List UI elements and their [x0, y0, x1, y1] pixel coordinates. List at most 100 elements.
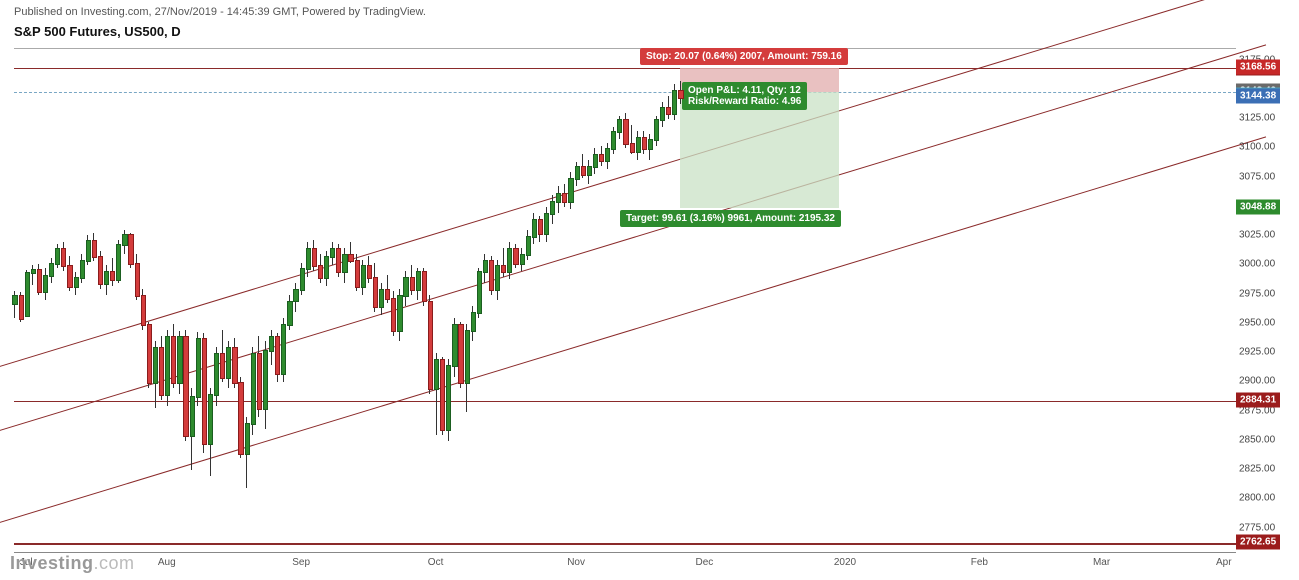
candle-body	[183, 336, 188, 437]
candle-body	[361, 265, 366, 288]
candle-body	[159, 347, 164, 396]
candle-body	[220, 353, 225, 378]
position-info-label: Open P&L: 4.11, Qty: 12Risk/Reward Ratio…	[682, 82, 807, 110]
candle-body	[330, 248, 335, 258]
candle-body	[104, 271, 109, 285]
y-tick-label: 2850.00	[1239, 434, 1275, 445]
candle-body	[452, 324, 457, 367]
y-tick-label: 2800.00	[1239, 493, 1275, 504]
x-tick-label: 2020	[834, 557, 856, 568]
published-caption: Published on Investing.com, 27/Nov/2019 …	[14, 6, 1285, 18]
x-axis: JulAugSepOctNovDec2020FebMarApr	[14, 555, 1236, 575]
candle-body	[501, 265, 506, 273]
candle-body	[312, 248, 317, 268]
price-tag: 3168.56	[1236, 60, 1280, 75]
candle-body	[599, 154, 604, 162]
candle-body	[202, 338, 207, 445]
candle-body	[391, 298, 396, 332]
candle-body	[648, 139, 653, 150]
candle-body	[562, 193, 567, 203]
horizontal-line	[14, 92, 1236, 93]
candle-body	[275, 336, 280, 375]
candle-body	[342, 254, 347, 274]
target-label: Target: 99.61 (3.16%) 9961, Amount: 2195…	[620, 210, 841, 227]
candle-body	[336, 248, 341, 273]
y-tick-label: 2775.00	[1239, 522, 1275, 533]
y-tick-label: 3125.00	[1239, 113, 1275, 124]
stop-label: Stop: 20.07 (0.64%) 2007, Amount: 759.16	[640, 48, 848, 65]
candle-body	[397, 295, 402, 332]
candle-body	[281, 324, 286, 375]
x-tick-label: Feb	[971, 557, 988, 568]
candle-body	[287, 301, 292, 326]
y-tick-label: 2950.00	[1239, 317, 1275, 328]
candle-body	[495, 265, 500, 290]
y-tick-label: 3075.00	[1239, 171, 1275, 182]
candle-body	[232, 347, 237, 384]
candle-body	[74, 277, 79, 288]
candle-body	[208, 394, 213, 445]
candle-body	[605, 148, 610, 162]
candle-body	[556, 193, 561, 203]
candle-body	[318, 265, 323, 279]
candle-body	[110, 271, 115, 281]
y-tick-label: 3025.00	[1239, 230, 1275, 241]
candle-body	[348, 254, 353, 262]
candle-body	[581, 166, 586, 176]
x-tick-label: Aug	[158, 557, 176, 568]
candle-body	[532, 219, 537, 239]
y-tick-label: 3100.00	[1239, 142, 1275, 153]
candle-body	[434, 359, 439, 390]
price-tag: 2884.31	[1236, 392, 1280, 407]
candle-body	[617, 119, 622, 133]
candle-body	[636, 137, 641, 153]
candle-body	[593, 154, 598, 168]
candle-body	[422, 271, 427, 302]
candle-body	[575, 166, 580, 180]
horizontal-line	[14, 543, 1236, 545]
candle-body	[403, 277, 408, 297]
price-chart[interactable]: Stop: 20.07 (0.64%) 2007, Amount: 759.16…	[14, 48, 1236, 553]
candle-body	[385, 289, 390, 300]
candle-body	[623, 119, 628, 144]
x-tick-label: Apr	[1216, 557, 1232, 568]
candle-body	[428, 301, 433, 391]
candle-body	[544, 213, 549, 235]
candle-body	[672, 90, 677, 115]
x-tick-label: Nov	[567, 557, 585, 568]
candle-body	[324, 256, 329, 279]
price-tag: 3144.38	[1236, 88, 1280, 103]
y-tick-label: 2825.00	[1239, 464, 1275, 475]
candle-body	[446, 365, 451, 431]
candle-body	[92, 240, 97, 258]
candle-body	[31, 269, 36, 275]
candle-body	[550, 201, 555, 215]
candle-body	[568, 178, 573, 203]
candle-body	[135, 263, 140, 297]
candle-body	[86, 240, 91, 262]
watermark-logo: Investing.com	[10, 553, 135, 574]
candle-body	[251, 353, 256, 425]
price-tag: 3048.88	[1236, 200, 1280, 215]
candle-body	[98, 256, 103, 285]
candle-body	[471, 312, 476, 332]
y-tick-label: 2925.00	[1239, 347, 1275, 358]
candle-body	[440, 359, 445, 431]
candle-body	[226, 347, 231, 378]
candle-body	[379, 289, 384, 309]
candle-body	[19, 295, 24, 320]
candle-body	[43, 275, 48, 293]
candle-body	[526, 236, 531, 256]
candle-body	[507, 248, 512, 273]
candle-body	[122, 234, 127, 247]
x-tick-label: Oct	[428, 557, 444, 568]
candle-body	[611, 131, 616, 151]
price-tag: 2762.65	[1236, 535, 1280, 550]
candle-body	[80, 260, 85, 280]
candle-body	[416, 271, 421, 291]
candle-body	[177, 336, 182, 385]
y-tick-label: 2900.00	[1239, 376, 1275, 387]
candle-body	[55, 248, 60, 265]
channel-line	[0, 137, 1267, 529]
candle-body	[410, 277, 415, 291]
